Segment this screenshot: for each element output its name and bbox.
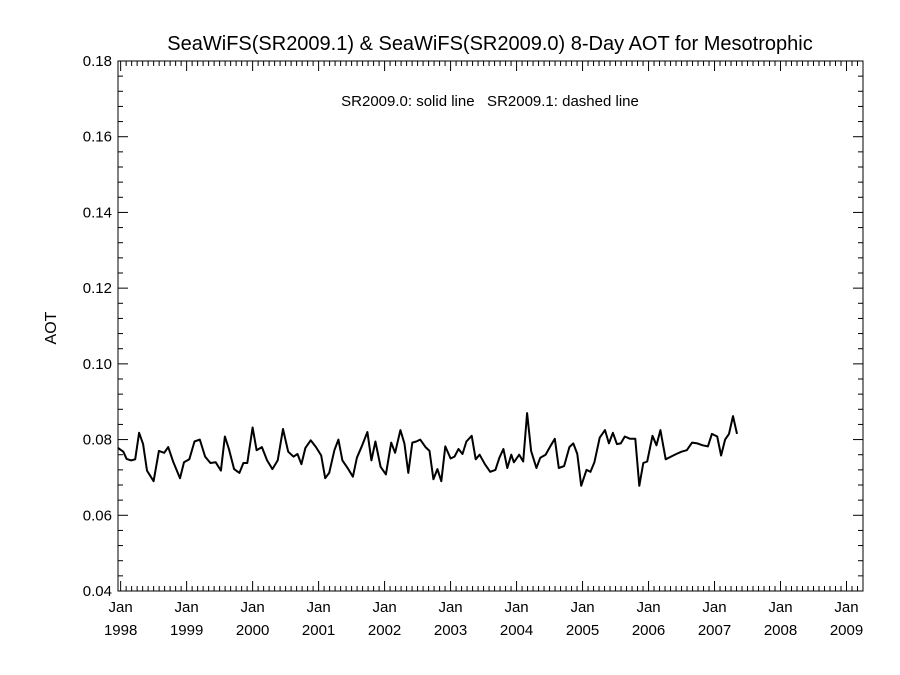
x-tick-year: 2002 bbox=[368, 622, 401, 639]
series-line-solid bbox=[117, 412, 738, 487]
x-tick-year: 2007 bbox=[698, 622, 731, 639]
x-tick-month: Jan bbox=[438, 599, 462, 616]
x-tick-year: 1998 bbox=[104, 622, 137, 639]
y-tick-label: 0.14 bbox=[83, 204, 112, 221]
x-tick-year: 2001 bbox=[302, 622, 335, 639]
x-tick-year: 2004 bbox=[500, 622, 533, 639]
x-tick-year: 1999 bbox=[170, 622, 203, 639]
line-style-annotation: SR2009.0: solid line SR2009.1: dashed li… bbox=[341, 93, 639, 110]
x-tick-year: 2000 bbox=[236, 622, 269, 639]
x-tick-month: Jan bbox=[834, 599, 858, 616]
x-tick-year: 2003 bbox=[434, 622, 467, 639]
y-tick-label: 0.06 bbox=[83, 507, 112, 524]
y-axis-label: AOT bbox=[43, 311, 60, 344]
x-tick-month: Jan bbox=[504, 599, 528, 616]
y-tick-label: 0.08 bbox=[83, 432, 112, 449]
y-tick-label: 0.10 bbox=[83, 356, 112, 373]
x-tick-year: 2005 bbox=[566, 622, 599, 639]
y-tick-label: 0.04 bbox=[83, 583, 112, 600]
x-tick-month: Jan bbox=[307, 599, 331, 616]
plot-frame bbox=[117, 60, 864, 592]
x-tick-year: 2009 bbox=[830, 622, 863, 639]
y-tick-label: 0.12 bbox=[83, 280, 112, 297]
x-tick-month: Jan bbox=[636, 599, 660, 616]
series-group bbox=[117, 412, 738, 487]
x-tick-month: Jan bbox=[175, 599, 199, 616]
y-tick-label: 0.16 bbox=[83, 129, 112, 146]
x-tick-month: Jan bbox=[702, 599, 726, 616]
x-tick-month: Jan bbox=[241, 599, 265, 616]
chart-title: SeaWiFS(SR2009.1) & SeaWiFS(SR2009.0) 8-… bbox=[167, 33, 812, 55]
x-tick-year: 2006 bbox=[632, 622, 665, 639]
x-axis: Jan 1998 Jan 1999 Jan 2000 Jan 2001 Jan 2002 Jan 20… bbox=[104, 61, 864, 639]
x-tick-month: Jan bbox=[109, 599, 133, 616]
x-tick-month: Jan bbox=[372, 599, 396, 616]
x-tick-month: Jan bbox=[768, 599, 792, 616]
y-tick-label: 0.18 bbox=[83, 53, 112, 70]
x-tick-month: Jan bbox=[570, 599, 594, 616]
y-axis: 0.04 0.06 0.08 0.10 0.12 0.14 0.16 0.18 bbox=[83, 53, 863, 600]
x-tick-year: 2008 bbox=[764, 622, 797, 639]
